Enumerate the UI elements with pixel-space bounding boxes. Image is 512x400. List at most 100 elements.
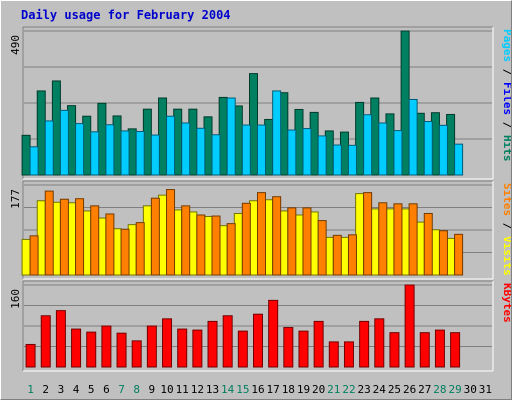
sites-bar-day-14 bbox=[226, 223, 236, 276]
sites-bar-day-2 bbox=[44, 190, 54, 276]
x-tick-label-day-17: 17 bbox=[267, 383, 280, 396]
y-max-label: 490 bbox=[9, 35, 22, 55]
sites-bar-day-16 bbox=[257, 192, 266, 276]
pages-bar-day-25 bbox=[393, 130, 403, 176]
x-tick-label-day-14: 14 bbox=[221, 383, 235, 396]
x-tick-label-day-7: 7 bbox=[118, 383, 125, 396]
pages-bar-day-24 bbox=[378, 122, 388, 176]
x-tick-label-day-12: 12 bbox=[191, 383, 204, 396]
kbytes-bar-day-19 bbox=[298, 330, 309, 368]
pages-bar-day-1 bbox=[29, 146, 39, 176]
x-tick-label-day-28: 28 bbox=[433, 383, 446, 396]
y-axis-label: Sites / Visits bbox=[501, 183, 511, 276]
kbytes-bar-day-12 bbox=[192, 329, 203, 368]
x-tick-label-day-19: 19 bbox=[297, 383, 310, 396]
sites-bar-day-22 bbox=[347, 234, 357, 276]
x-tick-label-day-10: 10 bbox=[160, 383, 173, 396]
pages-bar-day-23 bbox=[363, 114, 373, 176]
x-tick-label-day-15: 15 bbox=[236, 383, 249, 396]
kbytes-bar-day-6 bbox=[101, 325, 112, 368]
pages-bar-day-28 bbox=[438, 124, 448, 176]
sites-bar-day-19 bbox=[302, 207, 312, 276]
kbytes-bar-day-18 bbox=[283, 327, 294, 368]
kbytes-bar-day-29 bbox=[450, 332, 461, 368]
x-tick-label-day-4: 4 bbox=[73, 383, 80, 396]
y-axis-label-part: Hits bbox=[501, 135, 511, 162]
sites-bar-day-13 bbox=[211, 215, 221, 276]
y-axis-label-part: Pages bbox=[501, 29, 511, 62]
pages-bar-day-3 bbox=[59, 109, 69, 176]
kbytes-bar-day-5 bbox=[86, 331, 97, 368]
y-axis-label-part: Visits bbox=[501, 236, 511, 276]
x-tick-label-day-3: 3 bbox=[58, 383, 65, 396]
kbytes-bar-day-16 bbox=[253, 313, 263, 368]
pages-bar-day-29 bbox=[454, 143, 464, 176]
kbytes-bar-day-15 bbox=[237, 330, 248, 368]
chart-title: Daily usage for February 2004 bbox=[21, 8, 231, 22]
y-axis-label-part: / bbox=[501, 216, 511, 236]
x-tick-label-day-25: 25 bbox=[388, 383, 401, 396]
sites-bar-day-6 bbox=[105, 213, 115, 276]
kbytes-bar-day-22 bbox=[343, 341, 354, 368]
sites-bar-day-26 bbox=[408, 203, 418, 276]
sites-bar-day-18 bbox=[287, 207, 297, 276]
kbytes-bar-day-25 bbox=[389, 332, 400, 368]
x-tick-label-day-2: 2 bbox=[42, 383, 49, 396]
y-max-label: 160 bbox=[9, 289, 22, 309]
kbytes-bar-day-1 bbox=[25, 343, 36, 368]
pages-bar-day-6 bbox=[105, 124, 115, 176]
y-axis-label-part: / bbox=[501, 115, 511, 135]
sites-bar-day-8 bbox=[135, 222, 145, 276]
kbytes-bar-day-10 bbox=[162, 318, 173, 368]
x-tick-label-day-8: 8 bbox=[133, 383, 140, 396]
sites-bar-day-20 bbox=[317, 220, 327, 276]
kbytes-bar-day-2 bbox=[40, 315, 51, 368]
pages-bar-day-11 bbox=[181, 122, 191, 176]
hits-bar-day-16 bbox=[249, 73, 258, 176]
kbytes-bar-day-24 bbox=[374, 318, 385, 368]
y-axis-label-part: Files bbox=[501, 82, 511, 115]
pages-bar-day-27 bbox=[423, 121, 433, 176]
pages-bar-day-16 bbox=[257, 124, 266, 176]
x-tick-label-day-26: 26 bbox=[403, 383, 416, 396]
kbytes-bar-day-21 bbox=[328, 341, 339, 368]
kbytes-bar-day-28 bbox=[434, 329, 445, 368]
y-axis-label: KBytes bbox=[501, 283, 511, 323]
kbytes-bar-day-23 bbox=[359, 320, 370, 368]
kbytes-bar-day-14 bbox=[222, 315, 233, 368]
kbytes-bar-day-9 bbox=[146, 325, 157, 368]
sites-bar-day-5 bbox=[90, 205, 100, 276]
x-tick-label-day-24: 24 bbox=[373, 383, 387, 396]
sites-bar-day-23 bbox=[363, 192, 373, 276]
sites-bar-day-12 bbox=[196, 214, 206, 276]
sites-bar-day-1 bbox=[29, 235, 39, 276]
pages-bar-day-22 bbox=[347, 144, 357, 176]
pages-bar-day-20 bbox=[317, 135, 327, 176]
kbytes-bar-day-4 bbox=[71, 328, 82, 368]
kbytes-bar-day-13 bbox=[207, 320, 218, 368]
pages-bar-day-19 bbox=[302, 128, 312, 176]
sites-bar-day-17 bbox=[272, 196, 282, 276]
pages-bar-day-9 bbox=[150, 134, 160, 176]
pages-bar-day-18 bbox=[287, 129, 297, 176]
x-tick-label-day-23: 23 bbox=[358, 383, 371, 396]
x-tick-label-day-13: 13 bbox=[206, 383, 219, 396]
sites-bar-day-7 bbox=[120, 228, 130, 276]
pages-bar-day-8 bbox=[135, 131, 145, 176]
pages-bar-day-10 bbox=[166, 115, 176, 176]
pages-bar-day-21 bbox=[332, 144, 342, 176]
pages-bar-day-15 bbox=[241, 124, 251, 176]
x-tick-label-day-29: 29 bbox=[448, 383, 461, 396]
pages-bar-day-12 bbox=[196, 127, 206, 176]
x-tick-label-day-31: 31 bbox=[479, 383, 492, 396]
kbytes-bar-day-20 bbox=[313, 320, 324, 368]
kbytes-bar-day-7 bbox=[116, 332, 127, 368]
pages-bar-day-2 bbox=[44, 120, 54, 176]
pages-bar-day-4 bbox=[75, 123, 85, 176]
x-tick-label-day-21: 21 bbox=[327, 383, 340, 396]
pages-bar-day-26 bbox=[408, 98, 418, 176]
x-tick-label-day-11: 11 bbox=[176, 383, 189, 396]
x-tick-label-day-27: 27 bbox=[418, 383, 431, 396]
